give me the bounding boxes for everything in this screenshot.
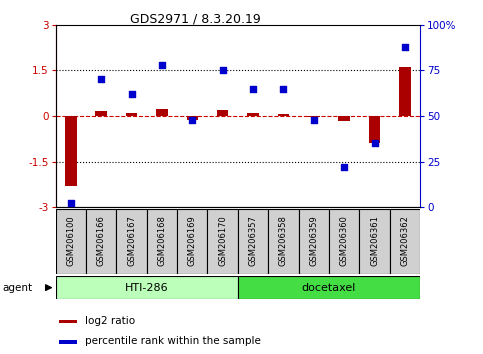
Text: GSM206359: GSM206359 [309,215,318,266]
Bar [278,114,289,116]
Bar [177,209,208,274]
Point [67,201,74,206]
Bar [238,276,420,299]
Point [158,62,166,68]
Bar [86,209,116,274]
Bar [208,209,238,274]
Bar [147,209,177,274]
Point [219,68,227,73]
Bar [359,209,390,274]
Bar [59,340,77,343]
Text: GSM206169: GSM206169 [188,215,197,266]
Point [280,86,287,91]
Bar [59,320,77,323]
Text: GSM206358: GSM206358 [279,215,288,266]
Point [371,141,379,146]
Bar [390,209,420,274]
Bar [56,276,238,299]
Text: percentile rank within the sample: percentile rank within the sample [85,336,261,346]
Bar [247,113,259,116]
Bar [116,209,147,274]
Text: GDS2971 / 8.3.20.19: GDS2971 / 8.3.20.19 [130,12,261,25]
Text: GSM206168: GSM206168 [157,215,167,266]
Bar [238,209,268,274]
Point [310,117,318,122]
Text: GSM206361: GSM206361 [370,215,379,266]
Bar [95,112,107,116]
Bar [56,209,86,274]
Bar [186,116,198,120]
Text: agent: agent [2,282,32,293]
Text: GSM206166: GSM206166 [97,215,106,266]
Text: GSM206100: GSM206100 [66,215,75,266]
Bar [339,116,350,121]
Point [188,117,196,122]
Bar [399,67,411,116]
Bar [217,110,228,116]
Point [401,44,409,50]
Bar [329,209,359,274]
Text: GSM206167: GSM206167 [127,215,136,266]
Bar [65,116,76,186]
Text: log2 ratio: log2 ratio [85,315,135,326]
Text: docetaxel: docetaxel [302,282,356,293]
Text: GSM206362: GSM206362 [400,215,410,266]
Bar [156,109,168,116]
Text: HTI-286: HTI-286 [125,282,169,293]
Bar [268,209,298,274]
Text: GSM206357: GSM206357 [249,215,257,266]
Bar [126,113,137,116]
Bar [308,116,320,118]
Text: GSM206170: GSM206170 [218,215,227,266]
Point [341,164,348,170]
Bar [298,209,329,274]
Point [249,86,257,91]
Text: GSM206360: GSM206360 [340,215,349,266]
Point [128,91,135,97]
Point [97,77,105,82]
Bar [369,116,381,143]
